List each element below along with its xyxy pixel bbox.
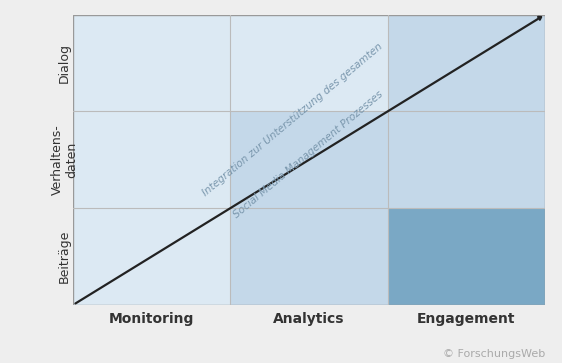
- Text: Dialog: Dialog: [58, 43, 71, 83]
- Text: © ForschungsWeb: © ForschungsWeb: [443, 349, 545, 359]
- Bar: [73, 208, 230, 305]
- Bar: [230, 208, 388, 305]
- Text: Verhaltens-
daten: Verhaltens- daten: [51, 125, 79, 195]
- Bar: [73, 111, 230, 208]
- Text: Integration zur Unterstützung des gesamten: Integration zur Unterstützung des gesamt…: [201, 42, 384, 199]
- Bar: [388, 15, 545, 111]
- Bar: [388, 208, 545, 305]
- Text: Beiträge: Beiträge: [58, 230, 71, 283]
- Bar: [388, 111, 545, 208]
- Text: Social Media Management Prozesses: Social Media Management Prozesses: [232, 89, 385, 220]
- Bar: [230, 111, 388, 208]
- Bar: [230, 15, 388, 111]
- Bar: [73, 15, 230, 111]
